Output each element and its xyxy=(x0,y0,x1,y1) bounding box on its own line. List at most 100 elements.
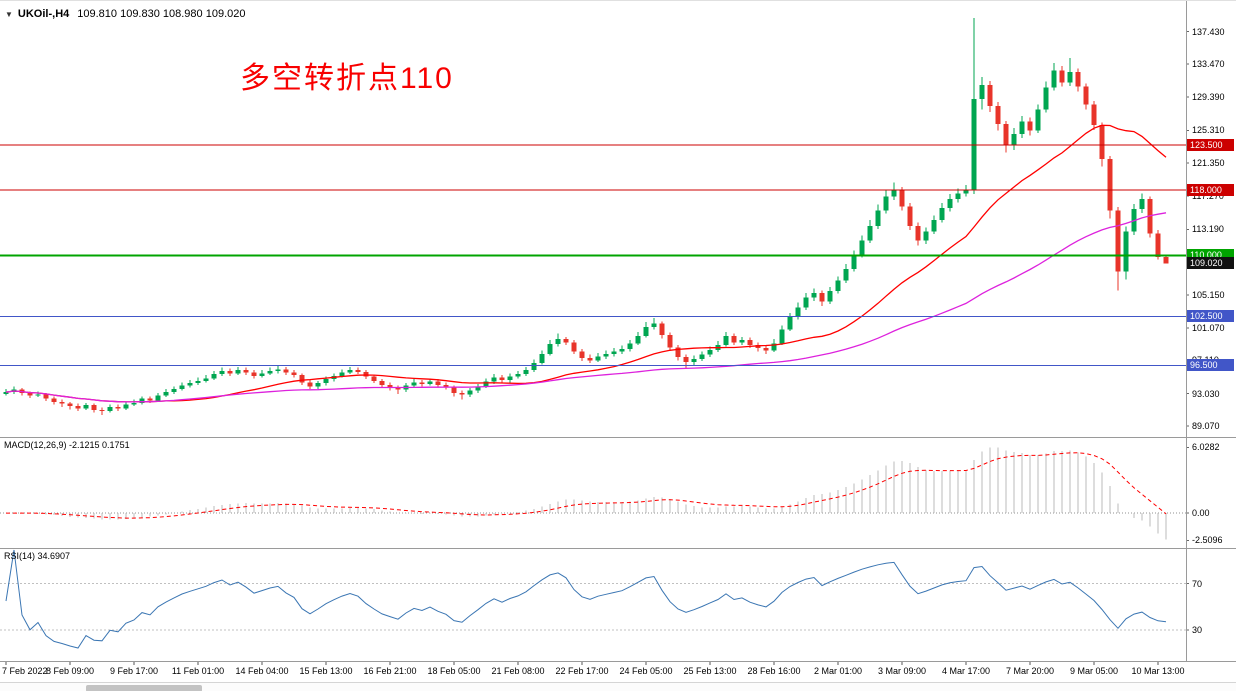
candle-body[interactable] xyxy=(1043,87,1049,110)
candle-body[interactable] xyxy=(323,379,329,384)
candle-body[interactable] xyxy=(523,370,529,375)
candle-body[interactable] xyxy=(219,370,225,375)
candle-body[interactable] xyxy=(619,348,625,352)
candle-body[interactable] xyxy=(851,255,857,270)
candle-body[interactable] xyxy=(427,381,433,385)
chevron-down-icon[interactable]: ▼ xyxy=(5,10,13,19)
candle-body[interactable] xyxy=(131,402,137,405)
candle-body[interactable] xyxy=(123,404,129,409)
candle-body[interactable] xyxy=(699,354,705,359)
candle-body[interactable] xyxy=(955,193,961,200)
candle-body[interactable] xyxy=(51,398,57,402)
candle-body[interactable] xyxy=(1107,159,1113,211)
candle-body[interactable] xyxy=(1155,233,1161,257)
moving-average-line-MA-magenta[interactable] xyxy=(5,212,1167,403)
candle-body[interactable] xyxy=(819,292,825,302)
candle-body[interactable] xyxy=(571,342,577,352)
candle-body[interactable] xyxy=(43,394,49,399)
candle-body[interactable] xyxy=(243,370,249,373)
candle-body[interactable] xyxy=(979,84,985,99)
candle-body[interactable] xyxy=(1051,70,1057,88)
candle-body[interactable] xyxy=(467,390,473,395)
candle-body[interactable] xyxy=(691,358,697,363)
candle-body[interactable] xyxy=(579,351,585,358)
candle-body[interactable] xyxy=(1115,210,1121,272)
candle-body[interactable] xyxy=(1091,104,1097,125)
rsi-line[interactable] xyxy=(5,549,1167,649)
candle-body[interactable] xyxy=(827,291,833,302)
candle-body[interactable] xyxy=(779,329,785,344)
scrollbar-track[interactable] xyxy=(0,682,1236,691)
candle-body[interactable] xyxy=(595,356,601,361)
candle-body[interactable] xyxy=(307,382,313,387)
candle-body[interactable] xyxy=(803,297,809,308)
candle-body[interactable] xyxy=(587,357,593,361)
candle-body[interactable] xyxy=(627,343,633,349)
candle-body[interactable] xyxy=(67,403,73,407)
candle-body[interactable] xyxy=(411,382,417,386)
candle-body[interactable] xyxy=(171,388,177,393)
candle-body[interactable] xyxy=(1003,124,1009,146)
candle-body[interactable] xyxy=(27,392,33,396)
candle-body[interactable] xyxy=(419,382,425,385)
candle-body[interactable] xyxy=(771,343,777,351)
candle-body[interactable] xyxy=(659,323,665,336)
candle-body[interactable] xyxy=(987,84,993,107)
candle-body[interactable] xyxy=(371,376,377,381)
candle-body[interactable] xyxy=(515,374,521,377)
candle-body[interactable] xyxy=(443,384,449,388)
candle-body[interactable] xyxy=(83,405,89,409)
candle-body[interactable] xyxy=(907,206,913,226)
candle-body[interactable] xyxy=(251,372,257,376)
candle-body[interactable] xyxy=(1059,70,1065,83)
candle-body[interactable] xyxy=(723,335,729,345)
time-axis-separator[interactable] xyxy=(0,661,1236,662)
candle-body[interactable] xyxy=(483,381,489,387)
candle-body[interactable] xyxy=(1083,86,1089,105)
candle-body[interactable] xyxy=(363,371,369,377)
candle-body[interactable] xyxy=(459,392,465,395)
candle-body[interactable] xyxy=(763,348,769,351)
candle-body[interactable] xyxy=(603,353,609,357)
candle-body[interactable] xyxy=(563,339,569,343)
candle-body[interactable] xyxy=(395,387,401,390)
candle-body[interactable] xyxy=(283,369,289,373)
candle-body[interactable] xyxy=(1011,133,1017,146)
candle-body[interactable] xyxy=(1123,231,1129,272)
candle-body[interactable] xyxy=(491,377,497,382)
candle-body[interactable] xyxy=(451,387,457,393)
candle-body[interactable] xyxy=(531,362,537,371)
candle-body[interactable] xyxy=(635,335,641,344)
candle-body[interactable] xyxy=(539,353,545,363)
candle-body[interactable] xyxy=(1075,71,1081,87)
candle-body[interactable] xyxy=(299,375,305,383)
candle-body[interactable] xyxy=(475,386,481,391)
candle-body[interactable] xyxy=(291,372,297,376)
panel-separator-macd-rsi[interactable] xyxy=(0,548,1236,549)
candle-body[interactable] xyxy=(163,392,169,396)
candle-body[interactable] xyxy=(891,189,897,197)
candle-body[interactable] xyxy=(1099,124,1105,160)
candle-body[interactable] xyxy=(387,384,393,388)
candle-body[interactable] xyxy=(227,370,233,374)
candle-body[interactable] xyxy=(355,370,361,372)
candle-body[interactable] xyxy=(995,106,1001,125)
candle-body[interactable] xyxy=(747,340,753,345)
candle-body[interactable] xyxy=(315,383,321,387)
candle-body[interactable] xyxy=(683,357,689,363)
candle-body[interactable] xyxy=(339,372,345,376)
candle-body[interactable] xyxy=(1019,121,1025,134)
candle-body[interactable] xyxy=(859,240,865,256)
candle-body[interactable] xyxy=(435,381,441,385)
candle-body[interactable] xyxy=(947,199,953,208)
candle-body[interactable] xyxy=(883,196,889,211)
candle-body[interactable] xyxy=(651,323,657,327)
scrollbar-thumb[interactable] xyxy=(86,685,202,691)
candle-body[interactable] xyxy=(75,406,81,409)
candle-body[interactable] xyxy=(139,398,145,403)
candle-body[interactable] xyxy=(1139,199,1145,209)
candle-body[interactable] xyxy=(835,280,841,292)
candle-body[interactable] xyxy=(963,190,969,194)
candle-body[interactable] xyxy=(1035,109,1041,131)
